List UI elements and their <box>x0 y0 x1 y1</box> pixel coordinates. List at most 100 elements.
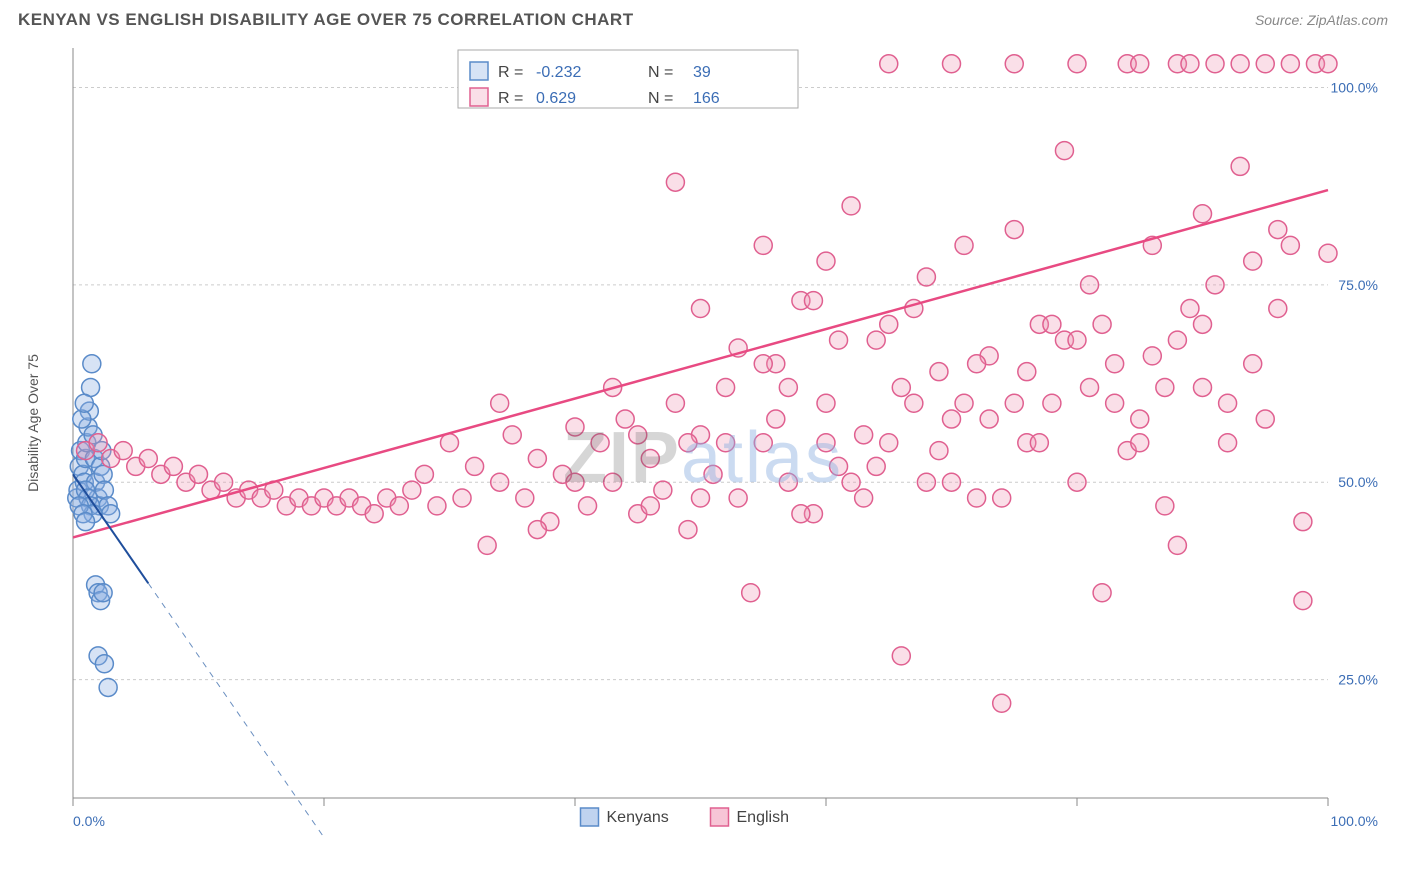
scatter-point <box>1005 394 1023 412</box>
scatter-point <box>1181 55 1199 73</box>
scatter-point <box>955 236 973 254</box>
source-label: Source: ZipAtlas.com <box>1255 12 1388 28</box>
scatter-point <box>742 584 760 602</box>
scatter-point <box>842 197 860 215</box>
legend-n-label: N = <box>648 90 673 107</box>
scatter-point <box>993 694 1011 712</box>
scatter-point <box>980 410 998 428</box>
scatter-point <box>73 410 91 428</box>
scatter-point <box>968 355 986 373</box>
scatter-point <box>1319 55 1337 73</box>
scatter-point <box>943 473 961 491</box>
scatter-point <box>692 489 710 507</box>
scatter-point <box>75 394 93 412</box>
scatter-point <box>1194 205 1212 223</box>
scatter-point <box>1244 355 1262 373</box>
scatter-point <box>1194 378 1212 396</box>
scatter-point <box>767 410 785 428</box>
scatter-point <box>453 489 471 507</box>
scatter-point <box>415 465 433 483</box>
scatter-point <box>1068 331 1086 349</box>
scatter-point <box>867 331 885 349</box>
x-tick-label: 100.0% <box>1331 813 1378 829</box>
scatter-point <box>566 418 584 436</box>
scatter-point <box>1256 55 1274 73</box>
bottom-legend-label: Kenyans <box>607 809 669 826</box>
scatter-point <box>95 481 113 499</box>
scatter-point <box>591 434 609 452</box>
scatter-point <box>1181 300 1199 318</box>
scatter-point <box>1269 300 1287 318</box>
scatter-point <box>1005 55 1023 73</box>
scatter-point <box>754 236 772 254</box>
scatter-point <box>1281 236 1299 254</box>
scatter-point <box>1081 378 1099 396</box>
scatter-point <box>779 473 797 491</box>
scatter-point <box>1043 315 1061 333</box>
scatter-point <box>83 355 101 373</box>
scatter-point <box>1131 55 1149 73</box>
scatter-point <box>503 426 521 444</box>
scatter-point <box>968 489 986 507</box>
legend-swatch <box>470 88 488 106</box>
legend-n-label: N = <box>648 64 673 81</box>
scatter-point <box>880 55 898 73</box>
y-axis-label: Disability Age Over 75 <box>25 354 41 492</box>
scatter-point <box>666 173 684 191</box>
scatter-point <box>566 473 584 491</box>
scatter-point <box>1131 410 1149 428</box>
scatter-point <box>1018 363 1036 381</box>
legend-n-value: 166 <box>693 90 720 107</box>
correlation-scatter-chart: 25.0%50.0%75.0%100.0%0.0%100.0%Disabilit… <box>18 38 1388 838</box>
scatter-point <box>1143 347 1161 365</box>
scatter-point <box>1093 584 1111 602</box>
scatter-point <box>1168 331 1186 349</box>
scatter-point <box>917 473 935 491</box>
scatter-point <box>629 426 647 444</box>
scatter-point <box>880 434 898 452</box>
scatter-point <box>943 55 961 73</box>
bottom-legend-swatch <box>581 808 599 826</box>
scatter-point <box>1106 394 1124 412</box>
legend-r-value: -0.232 <box>536 64 581 81</box>
scatter-point <box>491 473 509 491</box>
scatter-point <box>867 457 885 475</box>
chart-container: 25.0%50.0%75.0%100.0%0.0%100.0%Disabilit… <box>18 38 1388 878</box>
scatter-point <box>1093 315 1111 333</box>
scatter-point <box>779 378 797 396</box>
chart-title: KENYAN VS ENGLISH DISABILITY AGE OVER 75… <box>18 10 634 30</box>
scatter-point <box>855 489 873 507</box>
scatter-point <box>993 489 1011 507</box>
scatter-point <box>1219 434 1237 452</box>
scatter-point <box>1055 142 1073 160</box>
scatter-point <box>1244 252 1262 270</box>
legend-r-label: R = <box>498 90 523 107</box>
scatter-point <box>1231 55 1249 73</box>
scatter-point <box>215 473 233 491</box>
scatter-point <box>579 497 597 515</box>
scatter-point <box>754 355 772 373</box>
scatter-point <box>89 434 107 452</box>
y-tick-label: 25.0% <box>1338 672 1378 688</box>
scatter-point <box>666 394 684 412</box>
legend-r-label: R = <box>498 64 523 81</box>
trend-line-english <box>73 190 1328 537</box>
bottom-legend-label: English <box>737 809 789 826</box>
scatter-point <box>729 489 747 507</box>
scatter-point <box>491 394 509 412</box>
scatter-point <box>679 434 697 452</box>
scatter-point <box>817 394 835 412</box>
scatter-point <box>717 434 735 452</box>
scatter-point <box>95 655 113 673</box>
scatter-point <box>114 442 132 460</box>
scatter-point <box>1005 221 1023 239</box>
scatter-point <box>528 450 546 468</box>
scatter-point <box>528 521 546 539</box>
scatter-point <box>99 678 117 696</box>
scatter-point <box>1206 276 1224 294</box>
scatter-point <box>892 647 910 665</box>
scatter-point <box>817 434 835 452</box>
scatter-point <box>905 394 923 412</box>
y-tick-label: 50.0% <box>1338 474 1378 490</box>
scatter-point <box>441 434 459 452</box>
